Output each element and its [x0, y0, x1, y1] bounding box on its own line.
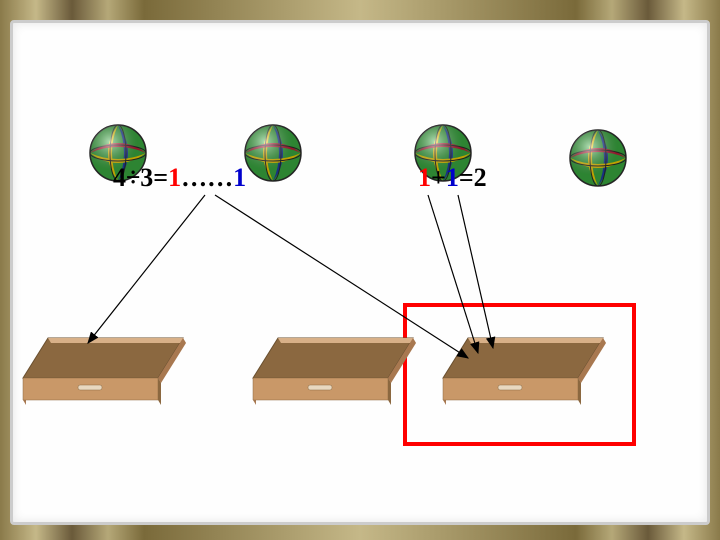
equation-part: ÷ [126, 163, 140, 192]
equation-part: 4 [113, 163, 126, 192]
equation-part: + [431, 163, 446, 192]
equation-part: 1 [168, 163, 181, 192]
drawer-1 [18, 333, 188, 418]
equation-part: 3= [140, 163, 168, 192]
ball-2 [243, 123, 303, 183]
drawer-2 [248, 333, 418, 418]
whiteboard: 4÷3=1……1 1+1=2 [10, 20, 710, 525]
equation-part: 1 [446, 163, 459, 192]
equation-part: 1 [418, 163, 431, 192]
addition-equation: 1+1=2 [418, 163, 487, 193]
drawer-3 [438, 333, 608, 418]
equation-part: =2 [459, 163, 487, 192]
ball-4 [568, 128, 628, 188]
division-equation: 4÷3=1……1 [113, 163, 246, 193]
equation-part: …… [181, 163, 233, 192]
arrow-quotient-to-drawer1 [88, 195, 205, 343]
arrows-layer [13, 23, 707, 522]
equation-part: 1 [233, 163, 246, 192]
